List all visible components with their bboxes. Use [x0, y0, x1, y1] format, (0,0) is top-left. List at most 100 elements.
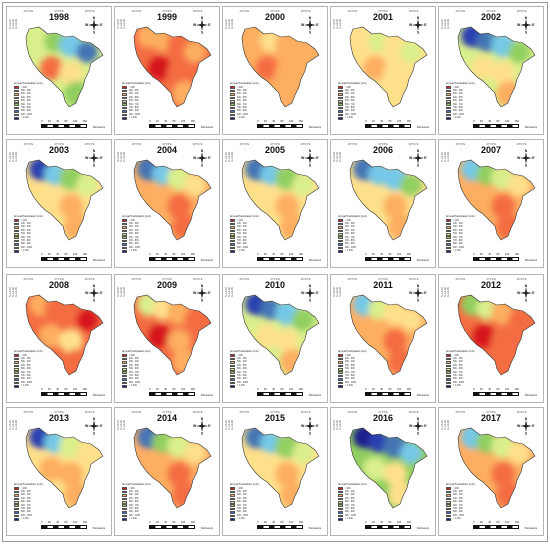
legend-item: 200 - 300 — [230, 357, 276, 361]
legend-swatch — [446, 222, 451, 226]
latitude-labels: 36°0'0"N 35°0'0"N 34°0'0"N — [332, 152, 341, 247]
legend-label: 600 - 700 — [237, 371, 247, 374]
legend-swatch — [230, 110, 235, 113]
latitude-label: 34°0'0"N — [440, 287, 443, 297]
legend-label: 900 - 1000 — [237, 113, 248, 116]
scale-tick-label: 80 — [388, 521, 392, 524]
legend-label: 800 - 900 — [453, 378, 463, 381]
longitude-label: 47°0'0"E — [162, 411, 172, 414]
latitude-label: 35°0'0"N — [11, 19, 14, 29]
legend-swatch — [122, 378, 127, 381]
legend-swatch — [14, 487, 19, 490]
compass-n-label: N — [309, 149, 312, 153]
longitude-label: 47°0'0"E — [486, 143, 496, 146]
north-arrow-icon: N S W E — [409, 149, 427, 167]
legend-item: 400 - 500 — [338, 229, 384, 233]
legend-swatch — [122, 219, 127, 222]
scale-bar: 0 20 40 80 120 160 Kilometers — [149, 388, 213, 398]
legend-label: > 1,000 — [453, 117, 461, 120]
legend-item: 700 - 800 — [230, 106, 276, 110]
legend-swatch — [446, 110, 451, 113]
compass-s-label: S — [417, 299, 420, 302]
scale-tick-label: 160 — [190, 253, 195, 256]
latitude-label: 34°0'0"N — [224, 19, 227, 29]
legend-item: 200 - 300 — [230, 89, 276, 93]
legend-swatch — [122, 507, 127, 511]
legend-label: 500 - 600 — [237, 368, 247, 371]
latitude-label: 34°0'0"N — [440, 152, 443, 162]
legend-label: < 200 — [237, 354, 243, 357]
basin-outline — [241, 294, 320, 376]
legend-label: < 200 — [129, 86, 135, 89]
legend-label: 500 - 600 — [129, 100, 139, 103]
longitude-label: 47°0'0"E — [486, 10, 496, 13]
legend-label: 500 - 600 — [345, 233, 355, 236]
basin-outline — [457, 26, 536, 108]
legend-swatch — [446, 249, 451, 253]
scale-bar: 0 20 40 80 120 160 Kilometers — [365, 120, 429, 130]
legend-item: 900 - 1000 — [122, 113, 168, 117]
legend-label: 900 - 1000 — [345, 514, 356, 517]
legend-item: 900 - 1000 — [122, 381, 168, 385]
precip-zone — [383, 61, 407, 85]
compass-w-label: W — [517, 23, 521, 27]
legend-label: < 200 — [21, 487, 27, 490]
scale-tick-label: 40 — [380, 253, 384, 256]
compass-w-label: W — [409, 424, 413, 428]
precip-zone — [496, 214, 522, 240]
legend-swatch — [122, 511, 127, 514]
longitude-label: 48°0'0"E — [84, 411, 95, 414]
legend-label: 200 - 300 — [345, 358, 355, 361]
scale-bar-graphic — [149, 124, 195, 128]
precip-zone — [400, 309, 422, 331]
scale-tick-label: 120 — [288, 120, 294, 123]
legend-item: 500 - 600 — [446, 500, 492, 504]
scale-tick-label: 120 — [396, 120, 402, 123]
latitude-label: 36°0'0"N — [122, 19, 125, 29]
legend-item: 600 - 700 — [446, 103, 492, 106]
legend-swatch — [338, 490, 343, 494]
latitude-labels: 36°0'0"N 35°0'0"N 34°0'0"N — [332, 19, 341, 114]
legend-item: < 200 — [446, 487, 492, 490]
scale-tick-label: 120 — [288, 253, 294, 256]
legend-swatch — [14, 232, 19, 236]
longitude-labels: 43°0'0"E 47°0'0"E 48°0'0"E — [121, 411, 213, 414]
scale-bar: 0 20 40 80 120 160 Kilometers — [149, 253, 213, 263]
legend-item: 800 - 900 — [230, 511, 276, 514]
longitude-labels: 43°0'0"E 47°0'0"E 48°0'0"E — [121, 10, 213, 13]
legend-item: 400 - 500 — [338, 364, 384, 368]
longitude-label: 48°0'0"E — [516, 278, 527, 281]
legend-item: < 200 — [230, 487, 276, 490]
longitude-label: 43°0'0"E — [23, 143, 34, 146]
legend-swatch — [122, 110, 127, 113]
legend-swatch — [446, 517, 451, 521]
longitude-labels: 43°0'0"E 47°0'0"E 48°0'0"E — [337, 143, 429, 146]
year-label: 1999 — [156, 12, 178, 22]
precip-zone — [400, 442, 422, 464]
longitude-label: 47°0'0"E — [378, 411, 388, 414]
legend-swatch — [338, 374, 343, 378]
longitude-label: 48°0'0"E — [192, 278, 203, 281]
compass-n-label: N — [525, 284, 528, 288]
scale-tick-label: 160 — [82, 253, 87, 256]
north-arrow-icon: N S W E — [301, 149, 319, 167]
scale-tick-label: 40 — [164, 253, 168, 256]
legend-swatch — [230, 113, 235, 117]
scale-tick-label: 40 — [380, 521, 384, 524]
scale-tick-label: 0 — [149, 521, 151, 524]
legend-swatch — [230, 504, 235, 507]
map-panel-2007: 43°0'0"E 47°0'0"E 48°0'0"E 36°0'0"N 35°0'0"N… — [438, 139, 544, 268]
compass-e-label: E — [208, 291, 211, 295]
scale-tick-label: 120 — [396, 521, 402, 524]
legend: Annual Precipitation (mm) < 200 200 - 300 3… — [446, 215, 492, 253]
precipitation-map — [133, 26, 212, 108]
scale-tick-label: 40 — [272, 521, 276, 524]
precip-zone — [491, 329, 515, 353]
legend-label: 400 - 500 — [129, 229, 139, 232]
compass-e-label: E — [208, 156, 211, 160]
legend-label: < 200 — [237, 487, 243, 490]
precip-zone — [255, 189, 279, 213]
legend-label: 300 - 400 — [21, 494, 31, 497]
basin-outline — [241, 159, 320, 241]
precip-zone — [147, 324, 171, 348]
